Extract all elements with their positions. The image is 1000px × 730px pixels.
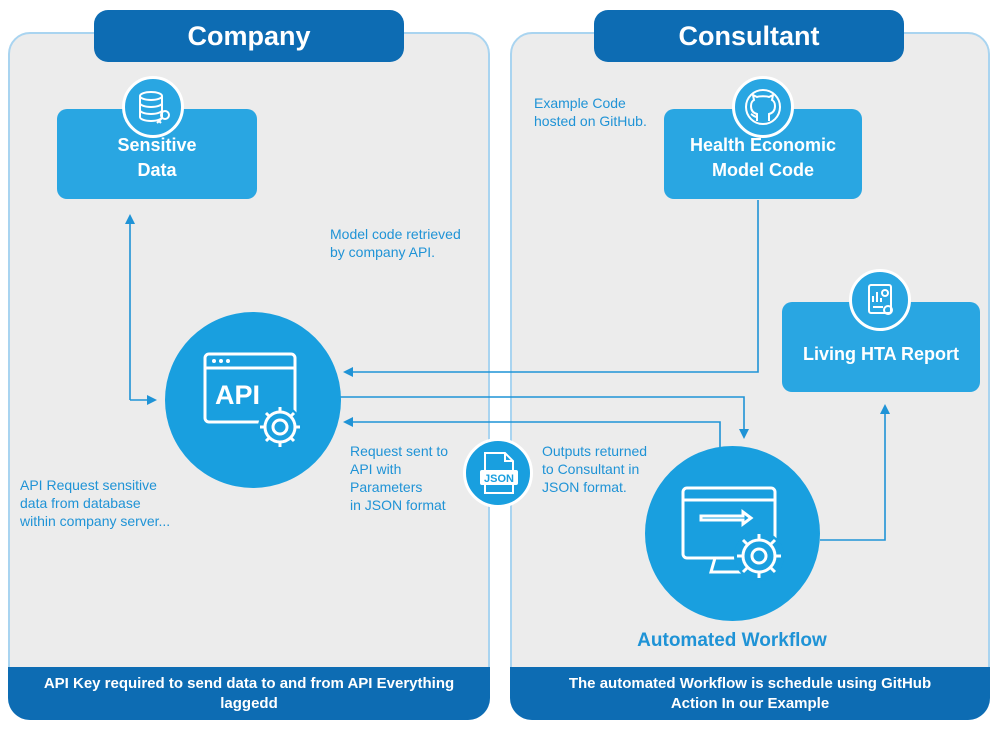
workflow-circle[interactable]: [645, 446, 820, 621]
json-file-icon: JSON: [480, 452, 518, 494]
company-footer: API Key required to send data to and fro…: [8, 667, 490, 720]
workflow-label: Automated Workflow: [637, 630, 827, 651]
note-model-retrieved: Model code retrieved by company API.: [330, 226, 461, 260]
report-icon: [849, 269, 911, 331]
arrow-model-code-to-api: [343, 200, 759, 377]
consultant-header: Consultant: [594, 10, 904, 62]
arrow-workflow-to-api: [343, 417, 721, 449]
note-api-request: API Request sensitive data from database…: [20, 477, 171, 529]
report-label: Living HTA Report: [803, 343, 959, 364]
sensitive-data-label: Sensitive Data: [117, 135, 197, 180]
database-key-icon: [122, 76, 184, 138]
consultant-footer: The automated Workflow is schedule using…: [510, 667, 990, 720]
arrow-api-to-workflow: [340, 396, 749, 439]
api-label: API: [215, 380, 260, 410]
monitor-gear-icon: [681, 486, 784, 581]
arrow-workflow-to-report: [820, 404, 890, 541]
note-outputs-returned: Outputs returned to Consultant in JSON f…: [542, 443, 648, 495]
api-gear-icon: API: [203, 352, 302, 449]
github-icon: [732, 76, 794, 138]
company-header: Company: [94, 10, 404, 62]
model-code-label: Health Economic Model Code: [689, 135, 837, 180]
json-badge: [463, 438, 533, 508]
note-request-sent: Request sent to API with Parameters in J…: [350, 443, 449, 513]
json-badge-label: JSON: [484, 473, 514, 485]
api-circle[interactable]: [165, 312, 341, 488]
note-github: Example Code hosted on GitHub.: [534, 95, 647, 129]
